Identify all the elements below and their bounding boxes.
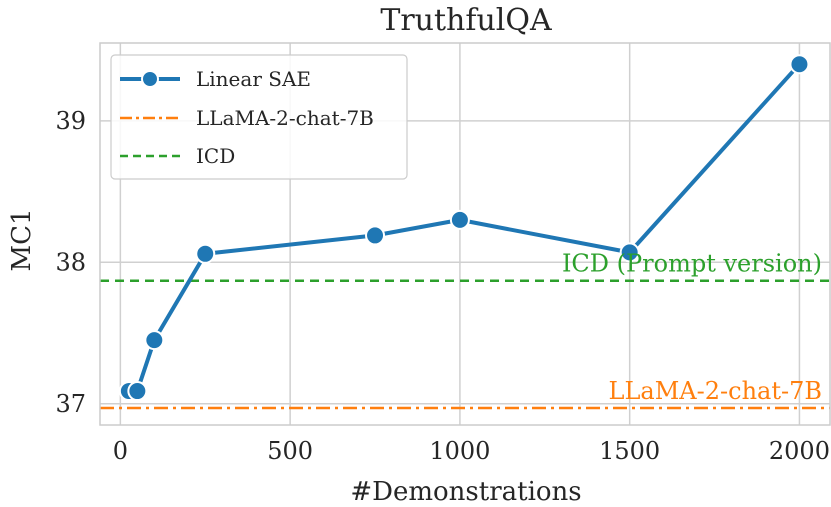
- y-tick-label: 38: [55, 248, 86, 276]
- data-point: [127, 381, 148, 402]
- chart-title: TruthfulQA: [380, 3, 552, 38]
- reference-lines: [100, 279, 830, 410]
- x-tick-label: 500: [267, 437, 313, 465]
- x-tick-label: 0: [113, 437, 128, 465]
- data-point: [789, 54, 810, 75]
- series-markers: [118, 54, 810, 402]
- y-tick-label: 37: [55, 390, 86, 418]
- annotation-llama-2-chat-7b: LLaMA-2-chat-7B: [609, 377, 822, 405]
- data-point: [619, 242, 640, 263]
- annotation-icd: ICD (Prompt version): [562, 250, 822, 278]
- x-tick-label: 1500: [599, 437, 660, 465]
- annotations: ICD (Prompt version) LLaMA-2-chat-7B: [562, 250, 822, 405]
- x-tick-label: 2000: [769, 437, 830, 465]
- legend-label-icd: ICD: [196, 144, 235, 168]
- y-tick-label: 39: [55, 107, 86, 135]
- data-point: [449, 209, 470, 230]
- data-point: [144, 330, 165, 351]
- legend-box: [110, 54, 408, 180]
- y-axis-title: MC1: [7, 208, 37, 271]
- x-tick-label: 1000: [429, 437, 490, 465]
- legend-marker-linear-sae: [141, 70, 159, 88]
- legend: Linear SAE LLaMA-2-chat-7B ICD: [110, 54, 408, 180]
- legend-label-llama: LLaMA-2-chat-7B: [196, 106, 374, 130]
- legend-label-linear-sae: Linear SAE: [196, 67, 311, 91]
- tick-labels: 0 500 1000 1500 2000 37 38 39: [55, 107, 830, 465]
- data-point: [365, 225, 386, 246]
- x-axis-title: #Demonstrations: [350, 477, 581, 507]
- plot-frame: [99, 42, 831, 426]
- data-point: [195, 243, 216, 264]
